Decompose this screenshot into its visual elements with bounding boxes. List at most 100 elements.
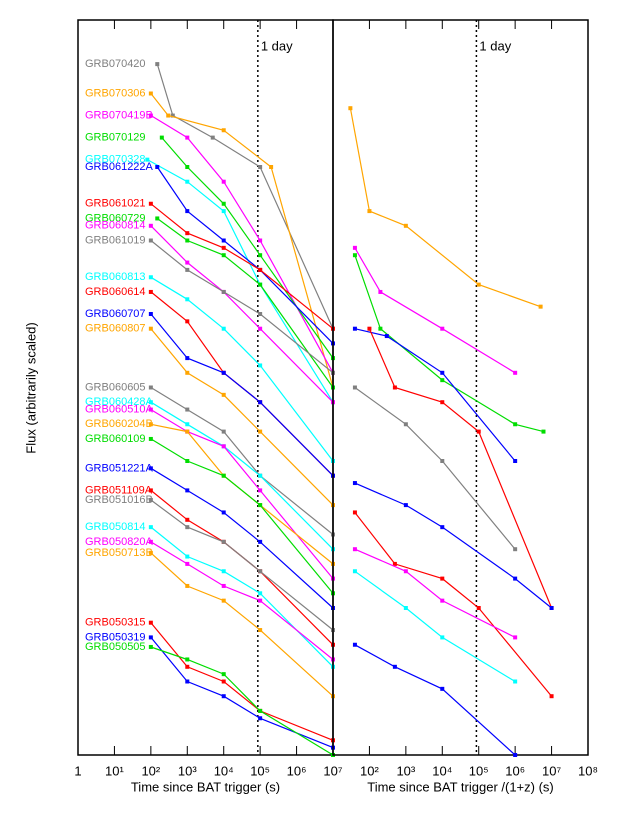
data-point — [513, 679, 518, 684]
data-point — [221, 679, 226, 684]
data-point — [440, 326, 445, 331]
data-point — [185, 554, 190, 559]
x-tick-label: 10² — [141, 763, 160, 778]
data-point — [476, 606, 481, 610]
x-tick-label: 10⁶ — [287, 763, 307, 778]
x-tick-label: 10⁵ — [469, 763, 489, 778]
data-point — [155, 216, 160, 221]
data-point — [352, 385, 357, 390]
data-point — [513, 370, 518, 375]
plot-frame — [332, 19, 589, 756]
data-point — [258, 569, 263, 574]
data-point — [440, 370, 445, 375]
x-tick-label: 1 — [74, 763, 81, 778]
light-curve — [368, 328, 553, 609]
data-point — [258, 591, 263, 596]
x-axis-label: Time since BAT trigger /(1+z) (s) — [367, 779, 554, 794]
x-tick-label: 10⁶ — [505, 763, 525, 778]
data-point — [221, 128, 226, 133]
data-point — [221, 245, 226, 250]
data-point — [185, 525, 190, 530]
data-point — [513, 635, 518, 640]
data-point — [221, 429, 226, 434]
data-point — [185, 231, 190, 236]
data-point — [352, 642, 357, 647]
data-point — [258, 598, 263, 603]
light-curve — [150, 423, 334, 565]
light-curve — [147, 159, 334, 403]
data-point — [185, 135, 190, 140]
data-point — [352, 326, 357, 331]
data-point — [185, 297, 190, 302]
light-curve — [150, 276, 334, 462]
data-point — [403, 223, 408, 228]
data-point — [392, 561, 397, 566]
x-tick-label: 10⁴ — [432, 763, 452, 778]
series-label: GRB060204B — [85, 418, 153, 430]
data-point — [476, 282, 481, 287]
data-point — [148, 525, 153, 530]
light-curve — [150, 526, 334, 668]
data-point — [148, 644, 153, 649]
data-point — [258, 363, 263, 368]
data-point — [148, 289, 153, 294]
data-point — [352, 510, 357, 515]
data-point — [148, 326, 153, 331]
data-point — [221, 238, 226, 243]
series-label: GRB060428A — [85, 396, 154, 408]
data-point — [258, 400, 263, 405]
data-point — [513, 422, 518, 427]
data-point — [258, 238, 263, 243]
data-point — [221, 598, 226, 603]
data-point — [258, 429, 263, 434]
series-label: GRB051016B — [85, 494, 153, 506]
data-point — [185, 422, 190, 427]
series-label: GRB060510A — [85, 403, 154, 415]
x-tick-label: 10⁴ — [214, 763, 234, 778]
data-point — [145, 157, 150, 162]
data-point — [148, 201, 153, 206]
light-curve — [354, 548, 516, 638]
x-tick-label: 10⁸ — [578, 763, 598, 778]
light-curve — [156, 63, 334, 329]
light-curve — [150, 467, 334, 609]
data-point — [440, 686, 445, 691]
series-label: GRB051109A — [85, 484, 153, 496]
x-tick-label: 10¹ — [105, 763, 124, 778]
data-point — [185, 657, 190, 662]
data-point — [440, 459, 445, 463]
data-point — [258, 488, 263, 493]
data-point — [155, 62, 160, 67]
data-point — [440, 525, 445, 530]
data-point — [185, 561, 190, 566]
data-point — [148, 422, 153, 427]
series-label: GRB060813 — [85, 271, 146, 283]
data-point — [221, 370, 226, 375]
data-point — [185, 356, 190, 361]
data-point — [148, 223, 153, 228]
light-curve — [354, 644, 516, 756]
data-point — [258, 473, 263, 478]
data-point — [148, 400, 153, 405]
data-point — [185, 679, 190, 684]
data-point — [221, 569, 226, 574]
data-point — [185, 267, 190, 272]
data-point — [384, 334, 389, 339]
data-point — [513, 547, 518, 552]
series-label: GRB050505 — [85, 641, 146, 653]
data-point — [170, 113, 175, 118]
data-point — [348, 106, 353, 111]
data-point — [185, 488, 190, 493]
x-tick-label: 10⁷ — [542, 763, 561, 778]
light-curve — [150, 114, 334, 374]
data-point — [258, 716, 263, 721]
light-curve — [354, 328, 516, 462]
data-point — [148, 91, 153, 96]
series-label: GRB050319 — [85, 631, 146, 643]
data-point — [148, 407, 153, 412]
series-label: GRB050820A — [85, 536, 154, 548]
data-point — [148, 539, 153, 544]
y-axis-label: Flux (arbitrarily scaled) — [23, 322, 38, 453]
light-curve — [354, 482, 552, 609]
light-curve — [150, 93, 334, 388]
